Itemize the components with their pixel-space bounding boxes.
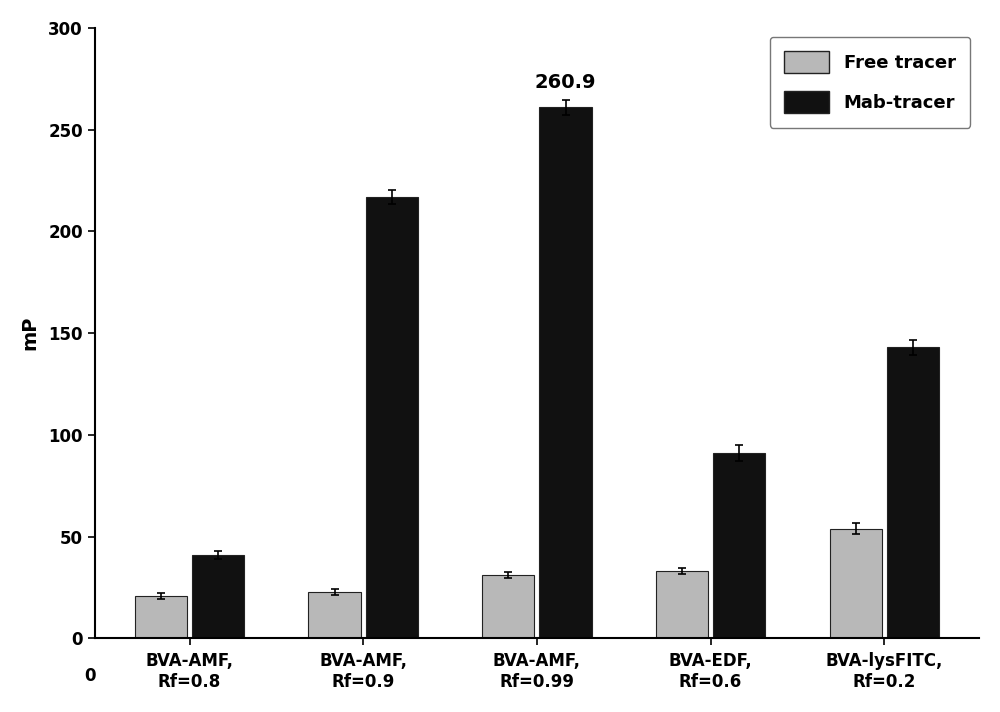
Text: 0: 0	[84, 667, 95, 685]
Bar	[656, 571, 708, 639]
Bar	[308, 592, 361, 639]
Bar	[887, 347, 939, 639]
Bar	[830, 528, 882, 639]
Y-axis label: mP: mP	[21, 316, 40, 350]
Bar	[192, 555, 244, 639]
Bar	[713, 454, 765, 639]
Bar	[482, 575, 534, 639]
Bar	[366, 197, 418, 639]
Legend: Free tracer, Mab-tracer: Free tracer, Mab-tracer	[770, 37, 970, 128]
Text: 260.9: 260.9	[535, 73, 596, 92]
Bar	[539, 108, 592, 639]
Bar	[135, 596, 187, 639]
